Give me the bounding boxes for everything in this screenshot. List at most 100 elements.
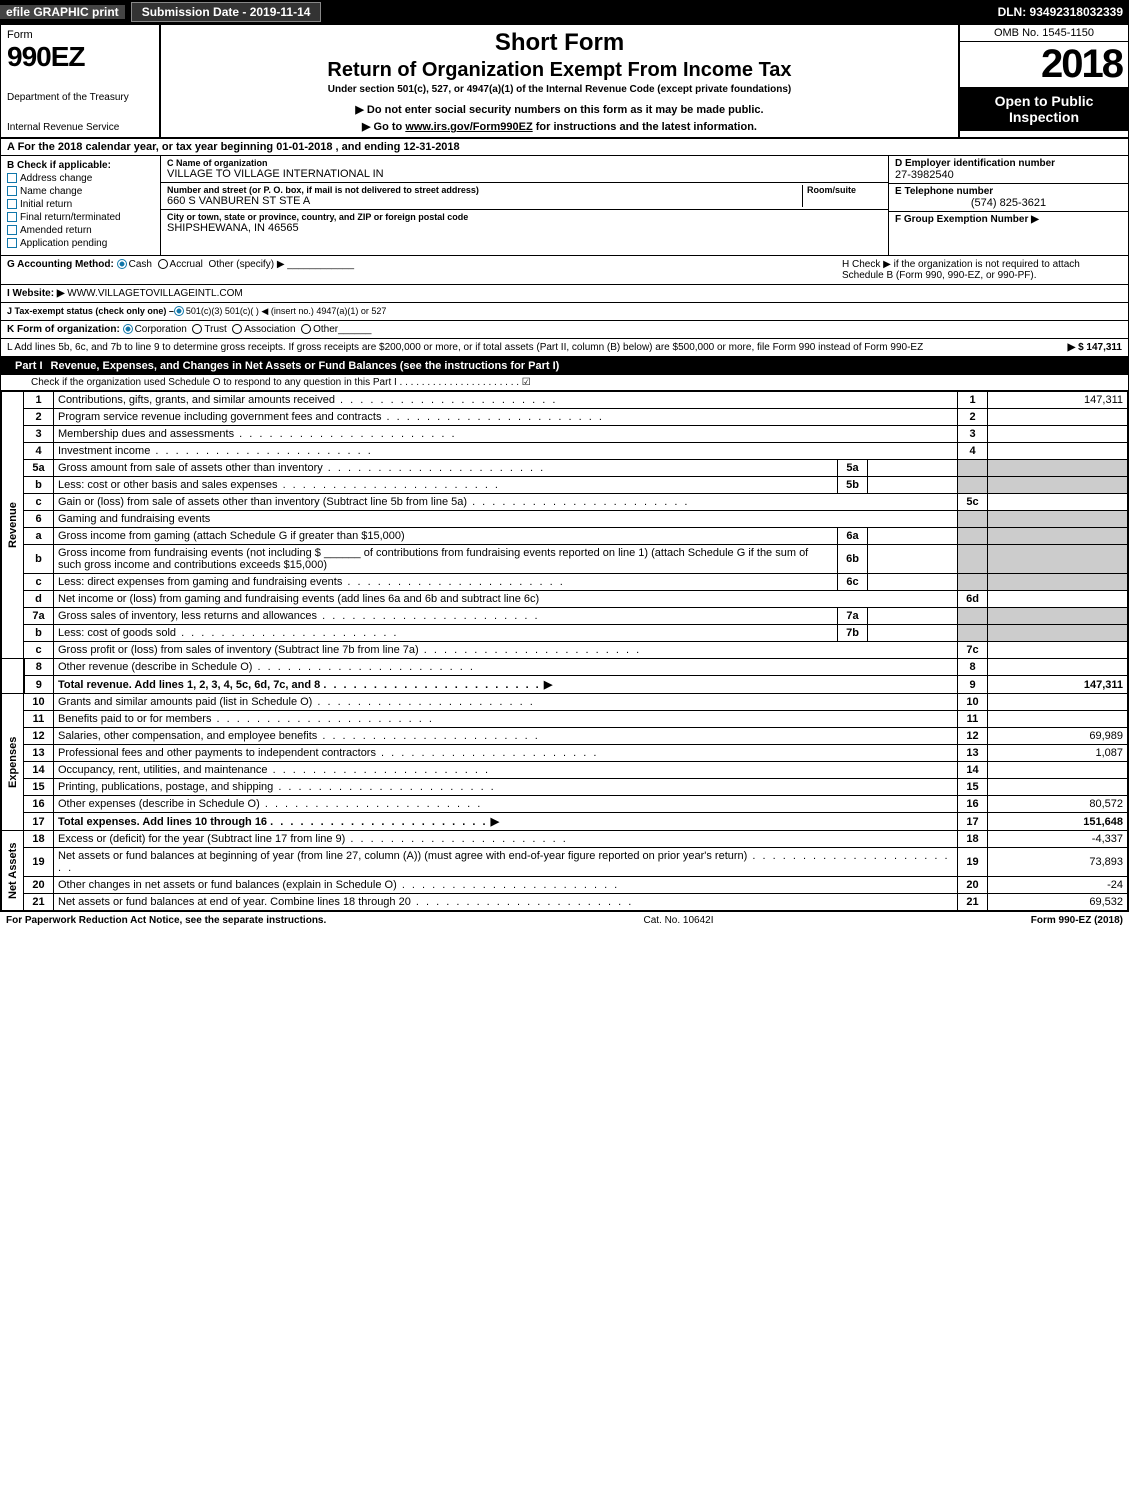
part1-header: Part I Revenue, Expenses, and Changes in…: [1, 357, 1128, 375]
line-6c: c Less: direct expenses from gaming and …: [2, 574, 1128, 591]
website-value: WWW.VILLAGETOVILLAGEINTL.COM: [67, 288, 242, 299]
radio-association[interactable]: [232, 324, 242, 334]
header-left: Form 990EZ Department of the Treasury In…: [1, 25, 161, 137]
page-footer: For Paperwork Reduction Act Notice, see …: [0, 912, 1129, 929]
lines-table: Revenue 1 Contributions, gifts, grants, …: [1, 391, 1128, 911]
row-a-tax-year: A For the 2018 calendar year, or tax yea…: [1, 139, 1128, 156]
org-city-cell: City or town, state or province, country…: [161, 210, 888, 236]
org-name-label: C Name of organization: [167, 158, 882, 168]
box-b-head: B Check if applicable:: [7, 160, 154, 171]
form-header: Form 990EZ Department of the Treasury In…: [1, 25, 1128, 139]
form-subtitle: Under section 501(c), 527, or 4947(a)(1)…: [171, 84, 948, 95]
line-14: 14 Occupancy, rent, utilities, and maint…: [2, 762, 1128, 779]
line-20: 20 Other changes in net assets or fund b…: [2, 877, 1128, 894]
open-inspection: Open to Public Inspection: [960, 87, 1128, 131]
box-e: E Telephone number (574) 825-3621: [889, 184, 1128, 212]
line-4: 4 Investment income 4: [2, 443, 1128, 460]
org-name: VILLAGE TO VILLAGE INTERNATIONAL IN: [167, 168, 882, 180]
org-name-cell: C Name of organization VILLAGE TO VILLAG…: [161, 156, 888, 183]
footer-right: Form 990-EZ (2018): [1031, 915, 1123, 926]
line-7a: 7a Gross sales of inventory, less return…: [2, 608, 1128, 625]
radio-trust[interactable]: [192, 324, 202, 334]
radio-other-org[interactable]: [301, 324, 311, 334]
chk-final-return[interactable]: Final return/terminated: [7, 212, 154, 223]
line-5c: c Gain or (loss) from sale of assets oth…: [2, 494, 1128, 511]
revenue-side: Revenue: [2, 392, 24, 659]
tax-year: 2018: [960, 42, 1128, 87]
radio-501c3[interactable]: [174, 306, 184, 316]
part1-sub: Check if the organization used Schedule …: [1, 375, 1128, 391]
line-15: 15 Printing, publications, postage, and …: [2, 779, 1128, 796]
k-label: K Form of organization:: [7, 324, 120, 335]
line-9: 9 Total revenue. Add lines 1, 2, 3, 4, 5…: [2, 676, 1128, 694]
ein-value: 27-3982540: [895, 169, 1122, 181]
line-7b: b Less: cost of goods sold 7b: [2, 625, 1128, 642]
line-6a: a Gross income from gaming (attach Sched…: [2, 528, 1128, 545]
efile-label[interactable]: efile GRAPHIC print: [0, 5, 125, 19]
submission-date[interactable]: Submission Date - 2019-11-14: [131, 2, 322, 22]
line-5b: b Less: cost or other basis and sales ex…: [2, 477, 1128, 494]
line-2: 2 Program service revenue including gove…: [2, 409, 1128, 426]
irs-link-pre: ▶ Go to: [362, 121, 405, 133]
box-d: D Employer identification number 27-3982…: [889, 156, 1128, 184]
box-f: F Group Exemption Number ▶: [889, 212, 1128, 255]
footer-left: For Paperwork Reduction Act Notice, see …: [6, 915, 326, 926]
irs-link[interactable]: www.irs.gov/Form990EZ: [405, 121, 532, 133]
omb-number: OMB No. 1545-1150: [960, 25, 1128, 42]
radio-accrual[interactable]: [158, 259, 168, 269]
line-5a: 5a Gross amount from sale of assets othe…: [2, 460, 1128, 477]
part1-title: Revenue, Expenses, and Changes in Net As…: [51, 360, 560, 372]
line-10: Expenses 10 Grants and similar amounts p…: [2, 694, 1128, 711]
room-label: Room/suite: [807, 185, 882, 195]
l-text: L Add lines 5b, 6c, and 7b to line 9 to …: [7, 342, 923, 353]
chk-amended-return[interactable]: Amended return: [7, 225, 154, 236]
org-addr: 660 S VANBUREN ST STE A: [167, 195, 802, 207]
box-h: H Check ▶ if the organization is not req…: [842, 259, 1122, 281]
j-label: J Tax-exempt status (check only one) –: [7, 306, 174, 317]
entity-block: B Check if applicable: Address change Na…: [1, 156, 1128, 256]
g-other: Other (specify) ▶: [208, 259, 284, 270]
org-addr-cell: Number and street (or P. O. box, if mail…: [161, 183, 888, 210]
line-7c: c Gross profit or (loss) from sales of i…: [2, 642, 1128, 659]
dln: DLN: 93492318032339: [998, 5, 1129, 19]
chk-application-pending[interactable]: Application pending: [7, 238, 154, 249]
chk-address-change[interactable]: Address change: [7, 173, 154, 184]
radio-cash[interactable]: [117, 259, 127, 269]
line-8: 8 Other revenue (describe in Schedule O)…: [2, 659, 1128, 676]
footer-mid: Cat. No. 10642I: [326, 915, 1030, 926]
line-18: Net Assets 18 Excess or (deficit) for th…: [2, 831, 1128, 848]
org-city-label: City or town, state or province, country…: [167, 212, 882, 222]
line-3: 3 Membership dues and assessments 3: [2, 426, 1128, 443]
org-city: SHIPSHEWANA, IN 46565: [167, 222, 882, 234]
chk-initial-return[interactable]: Initial return: [7, 199, 154, 210]
line-17: 17 Total expenses. Add lines 10 through …: [2, 813, 1128, 831]
irs-link-post: for instructions and the latest informat…: [533, 121, 757, 133]
row-a-pre: A For the 2018 calendar year, or tax yea…: [7, 141, 276, 153]
dept-irs: Internal Revenue Service: [7, 122, 153, 133]
radio-corporation[interactable]: [123, 324, 133, 334]
line-6: 6 Gaming and fundraising events: [2, 511, 1128, 528]
header-mid: Short Form Return of Organization Exempt…: [161, 25, 958, 137]
netassets-side: Net Assets: [2, 831, 24, 911]
row-a-end: 12-31-2018: [403, 141, 459, 153]
form-number: 990EZ: [7, 41, 153, 73]
part1-tag: Part I: [7, 360, 51, 372]
phone-value: (574) 825-3621: [895, 197, 1122, 209]
line-11: 11 Benefits paid to or for members 11: [2, 711, 1128, 728]
line-19: 19 Net assets or fund balances at beginn…: [2, 848, 1128, 877]
form-title: Return of Organization Exempt From Incom…: [171, 59, 948, 82]
chk-name-change[interactable]: Name change: [7, 186, 154, 197]
row-g-h: G Accounting Method: Cash Accrual Other …: [1, 256, 1128, 285]
row-l: L Add lines 5b, 6c, and 7b to line 9 to …: [1, 339, 1128, 357]
row-a-begin: 01-01-2018: [276, 141, 332, 153]
row-a-mid: , and ending: [336, 141, 404, 153]
row-k: K Form of organization: Corporation Trus…: [1, 321, 1128, 339]
box-c: C Name of organization VILLAGE TO VILLAG…: [161, 156, 888, 255]
dept-treasury: Department of the Treasury: [7, 92, 153, 103]
g-label: G Accounting Method:: [7, 259, 114, 270]
header-right: OMB No. 1545-1150 2018 Open to Public In…: [958, 25, 1128, 137]
line-1: Revenue 1 Contributions, gifts, grants, …: [2, 392, 1128, 409]
form-990ez: Form 990EZ Department of the Treasury In…: [0, 24, 1129, 912]
row-i: I Website: ▶ WWW.VILLAGETOVILLAGEINTL.CO…: [1, 285, 1128, 303]
box-b: B Check if applicable: Address change Na…: [1, 156, 161, 255]
